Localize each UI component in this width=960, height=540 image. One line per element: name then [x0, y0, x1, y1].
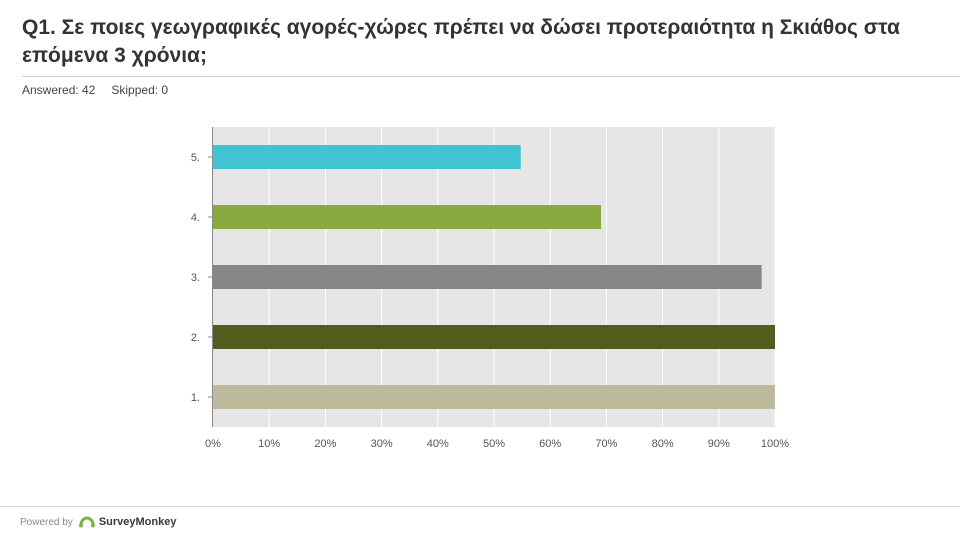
- powered-by-label: Powered by: [20, 516, 73, 528]
- bar: [213, 205, 602, 229]
- bar: [213, 265, 762, 289]
- y-tick-label: 2.: [191, 332, 200, 344]
- title-divider: [22, 76, 960, 77]
- bar: [213, 325, 775, 349]
- surveymonkey-logo-icon: [78, 516, 95, 528]
- y-tick-label: 4.: [191, 212, 200, 224]
- x-tick-label: 50%: [483, 438, 505, 450]
- y-tick-label: 1.: [191, 392, 200, 404]
- x-tick-label: 0%: [205, 438, 221, 450]
- x-tick-label: 40%: [427, 438, 449, 450]
- x-tick-label: 70%: [595, 438, 617, 450]
- bar-chart: 0% 10% 20% 30% 40% 50% 60% 70% 80% 90% 100% 5. 4. 3. 2…: [191, 127, 789, 450]
- answered-count: Answered: 42: [22, 83, 96, 97]
- x-tick-label: 10%: [258, 438, 280, 450]
- response-stats: Answered: 42 Skipped: 0: [22, 83, 168, 97]
- x-tick-label: 60%: [539, 438, 561, 450]
- brand-name: SurveyMonkey: [98, 516, 177, 528]
- y-tick-label: 3.: [191, 272, 200, 284]
- x-tick-label: 80%: [652, 438, 674, 450]
- x-tick-label: 20%: [314, 438, 336, 450]
- skipped-count: Skipped: 0: [111, 83, 169, 97]
- x-tick-label: 30%: [371, 438, 393, 450]
- footer-divider: [0, 506, 960, 507]
- footer: Powered by SurveyMonkey: [20, 514, 176, 530]
- bar: [213, 145, 521, 169]
- x-tick-label: 90%: [708, 438, 730, 450]
- question-title: Q1. Σε ποιες γεωγραφικές αγορές-χώρες πρ…: [22, 16, 900, 67]
- bar: [213, 385, 775, 409]
- surveymonkey-logo[interactable]: SurveyMonkey: [78, 516, 177, 528]
- y-tick-label: 5.: [191, 152, 200, 164]
- x-tick-label: 100%: [761, 438, 789, 450]
